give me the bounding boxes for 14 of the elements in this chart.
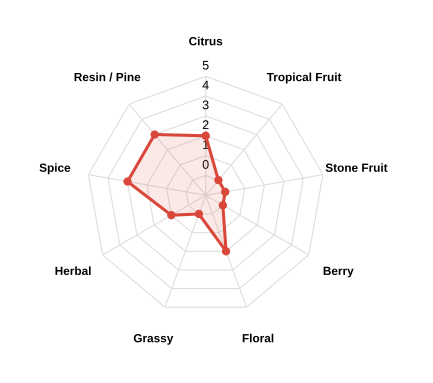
y-tick-label: 2	[202, 120, 209, 130]
spoke-label: Floral	[242, 334, 274, 342]
spoke-label: Herbal	[56, 266, 91, 276]
y-tick-label: 5	[202, 60, 209, 70]
spoke-label: Tropical Fruit	[266, 72, 342, 84]
y-tick-label: 0	[202, 160, 209, 169]
spoke-label: Berry	[324, 266, 354, 278]
spoke-label: Spice	[39, 163, 70, 174]
y-tick-label: 3	[202, 100, 209, 110]
spoke-label: Stone Fruit	[326, 163, 388, 172]
y-tick-label: 4	[202, 80, 209, 90]
spoke-label: Grassy	[134, 334, 174, 345]
spoke-label: Resin / Pine	[74, 72, 140, 82]
spoke-label: Citrus	[189, 36, 222, 46]
